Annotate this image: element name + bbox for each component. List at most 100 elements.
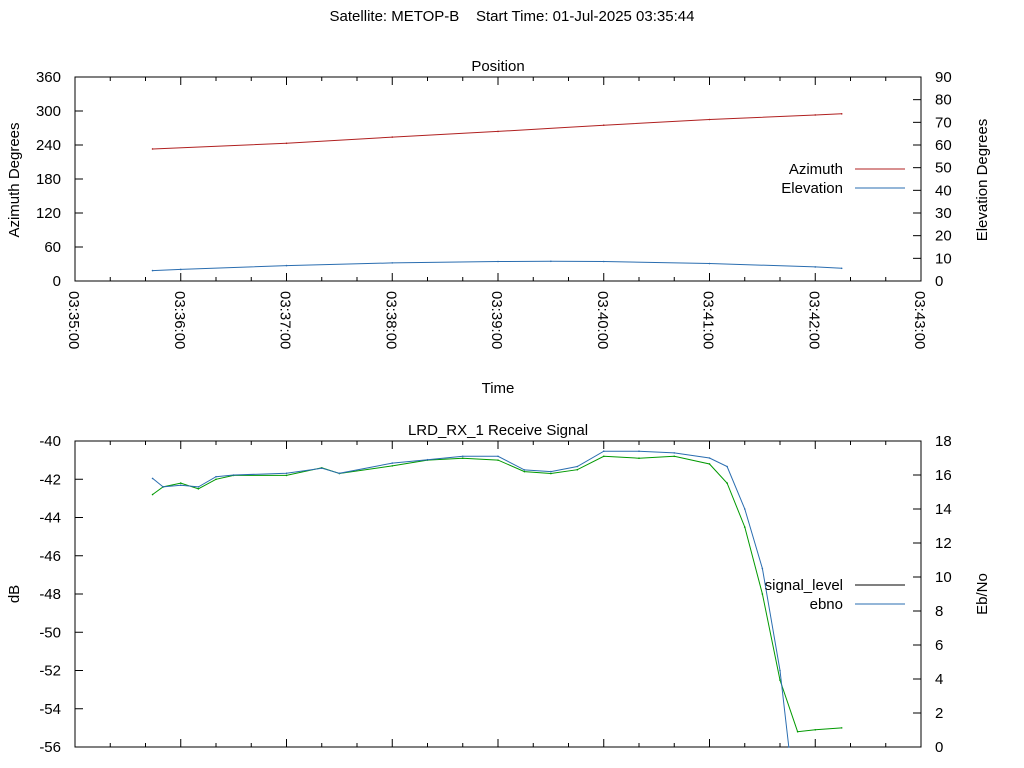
signal-ylabel: dB: [6, 585, 23, 603]
signal-point: [788, 746, 790, 748]
position-xlabel: Time: [482, 380, 515, 397]
position-xtick-label: 03:40:00: [594, 291, 611, 349]
signal-ytick-label: -52: [39, 663, 61, 680]
signal-point: [179, 484, 182, 487]
signal-point: [761, 567, 764, 570]
signal-point: [426, 458, 429, 461]
signal-point: [743, 508, 746, 510]
signal-point: [232, 474, 235, 476]
signal-point: [391, 465, 394, 467]
position-point: [285, 264, 288, 267]
signal-point: [638, 457, 640, 460]
signal-point: [523, 470, 526, 473]
signal-point: [602, 450, 605, 453]
position-legend-label: Azimuth: [789, 161, 843, 178]
position-chart-title: Position: [471, 58, 524, 75]
signal-ytick-label: -56: [39, 739, 61, 756]
position-point: [497, 130, 499, 133]
signal-point: [708, 463, 711, 465]
signal-point: [576, 465, 579, 468]
signal-point: [523, 469, 526, 471]
position-point: [840, 267, 843, 270]
signal-point: [391, 462, 394, 464]
signal-y2tick-label: 12: [935, 535, 952, 552]
signal-point: [550, 470, 552, 473]
signal-point: [151, 493, 154, 496]
position-y2tick-label: 30: [935, 205, 952, 222]
signal-point: [814, 728, 817, 731]
signal-point: [840, 727, 843, 729]
signal-point: [726, 465, 728, 468]
signal-point: [338, 472, 341, 475]
signal-point: [673, 452, 676, 454]
position-ytick-label: 0: [53, 273, 61, 290]
position-point: [179, 268, 182, 271]
signal-point: [197, 488, 200, 490]
position-point: [840, 113, 843, 115]
position-ytick-label: 180: [36, 171, 61, 188]
signal-series-signal-level: [152, 455, 842, 733]
position-xtick-label: 03:35:00: [65, 291, 82, 349]
signal-ytick-label: -50: [39, 624, 61, 641]
position-y2tick-label: 0: [935, 273, 943, 290]
position-series-elevation: [152, 260, 842, 272]
position-point: [285, 142, 288, 145]
position-y2tick-label: 60: [935, 137, 952, 154]
signal-chart-title: LRD_RX_1 Receive Signal: [408, 422, 588, 439]
position-ylabel: Azimuth Degrees: [6, 122, 23, 237]
signal-point: [285, 472, 288, 475]
signal-ytick-label: -42: [39, 471, 61, 488]
signal-point: [461, 455, 464, 458]
signal-legend-label: signal_level: [765, 577, 843, 594]
position-xtick-label: 03:41:00: [700, 291, 717, 349]
position-plot-frame: [74, 76, 922, 282]
signal-point: [215, 478, 217, 481]
position-ytick-label: 120: [36, 205, 61, 222]
position-point: [602, 260, 605, 263]
signal-point: [497, 459, 499, 461]
position-xtick-label: 03:42:00: [805, 291, 822, 349]
signal-ytick-label: -46: [39, 548, 61, 565]
signal-y2tick-label: 16: [935, 467, 952, 484]
signal-ytick-label: -40: [39, 433, 61, 450]
position-legend-label: Elevation: [781, 180, 843, 197]
position-y2tick-label: 80: [935, 92, 952, 109]
signal-y2tick-label: 6: [935, 637, 943, 654]
signal-y2tick-label: 8: [935, 603, 943, 620]
position-y2label: Elevation Degrees: [974, 119, 991, 242]
position-ytick-label: 360: [36, 69, 61, 86]
signal-y2tick-label: 14: [935, 501, 952, 518]
signal-y2label: Eb/No: [974, 573, 991, 615]
signal-point: [779, 679, 781, 681]
position-y2tick-label: 10: [935, 250, 952, 267]
signal-y2tick-label: 10: [935, 569, 952, 586]
position-xtick-label: 03:37:00: [277, 291, 294, 349]
signal-point: [497, 455, 499, 458]
signal-point: [162, 486, 164, 488]
position-point: [708, 118, 711, 121]
signal-series-ebno: [152, 450, 790, 748]
position-xtick-label: 03:38:00: [382, 291, 399, 349]
position-point: [550, 260, 552, 263]
position-y2tick-label: 20: [935, 228, 952, 245]
signal-point: [215, 475, 217, 478]
receive-signal-chart: LRD_RX_1 Receive Signal dB Eb/No -56 -54 -…: [6, 422, 991, 756]
position-point: [151, 148, 154, 150]
position-series-azimuth: [152, 113, 842, 150]
position-point: [814, 114, 817, 116]
position-y2tick-label: 90: [935, 69, 952, 86]
signal-point: [673, 455, 676, 458]
signal-y2tick-label: 0: [935, 739, 943, 756]
position-xtick-label: 03:43:00: [911, 291, 928, 349]
position-point: [497, 260, 499, 263]
position-point: [602, 124, 605, 126]
signal-ytick-label: -44: [39, 510, 61, 527]
position-y2tick-label: 50: [935, 160, 952, 177]
position-point: [708, 262, 711, 265]
signal-point: [461, 457, 464, 460]
position-chart: Position Time Azimuth Degrees Elevation …: [6, 58, 991, 397]
position-y2tick-label: 70: [935, 114, 952, 131]
signal-point: [779, 669, 781, 672]
signal-point: [576, 468, 579, 471]
